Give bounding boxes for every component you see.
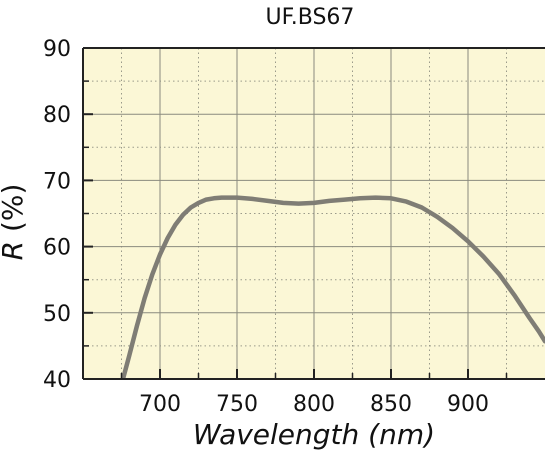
x-tick-label: 800 — [293, 392, 335, 417]
x-tick-label: 900 — [447, 392, 489, 417]
x-tick-label: 850 — [370, 392, 412, 417]
tick-labels: 40 50 60 70 80 90 700 750 800 850 900 — [43, 37, 489, 417]
reflectance-curve — [120, 195, 545, 379]
y-tick-label: 70 — [43, 169, 71, 194]
y-tick-label: 60 — [43, 236, 71, 261]
grid — [83, 47, 545, 380]
curve-layer — [120, 195, 545, 379]
x-tick-label: 750 — [216, 392, 258, 417]
y-tick-label: 90 — [43, 37, 71, 62]
y-axis-label-symbol: R — [0, 241, 29, 260]
y-tick-label: 80 — [43, 103, 71, 128]
chart-title: UF.BS67 — [266, 5, 355, 30]
y-axis-label: R (%) — [0, 184, 29, 261]
y-tick-label: 50 — [43, 302, 71, 327]
y-axis-label-unit: (%) — [0, 184, 29, 241]
axes — [82, 47, 545, 380]
y-tick-label: 40 — [43, 368, 71, 393]
x-axis-label: Wavelength (nm) — [193, 418, 435, 450]
x-tick-label: 700 — [139, 392, 181, 417]
